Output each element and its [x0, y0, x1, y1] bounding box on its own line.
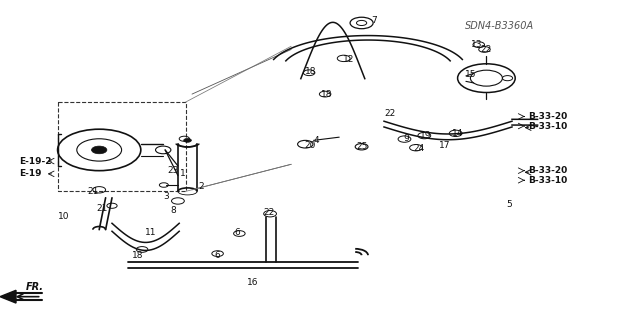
Circle shape: [92, 146, 107, 154]
Text: 21: 21: [97, 204, 108, 213]
Text: 21: 21: [87, 187, 99, 196]
Text: 15: 15: [465, 70, 476, 79]
Text: 8: 8: [170, 206, 175, 215]
Text: 25: 25: [356, 142, 367, 151]
Text: 24: 24: [413, 144, 425, 153]
Text: 17: 17: [439, 141, 451, 150]
Text: 11: 11: [145, 228, 156, 237]
Text: 5: 5: [506, 200, 511, 209]
Text: 2: 2: [199, 182, 204, 191]
Text: B-33-10: B-33-10: [528, 176, 567, 185]
Text: SDN4-B3360A: SDN4-B3360A: [465, 20, 534, 31]
Text: B-33-10: B-33-10: [528, 122, 567, 130]
Text: E-19: E-19: [19, 169, 42, 178]
Polygon shape: [0, 290, 16, 303]
Text: 6: 6: [234, 228, 239, 237]
Text: 20: 20: [305, 141, 316, 150]
Text: 19: 19: [420, 131, 431, 140]
Text: FR.: FR.: [26, 282, 44, 292]
Text: 16: 16: [247, 278, 259, 287]
Text: 22: 22: [481, 45, 492, 54]
Text: 18: 18: [305, 67, 316, 76]
Text: E-19-2: E-19-2: [19, 157, 52, 166]
Text: 23: 23: [167, 166, 179, 175]
Circle shape: [156, 146, 171, 154]
Text: 18: 18: [132, 251, 143, 260]
Text: 13: 13: [471, 40, 483, 49]
Text: 4: 4: [314, 136, 319, 145]
Text: 18: 18: [321, 90, 332, 99]
Text: 12: 12: [343, 55, 355, 63]
Text: 14: 14: [452, 130, 463, 138]
Text: 3: 3: [164, 192, 169, 201]
Text: 22: 22: [263, 208, 275, 217]
Text: 9: 9: [404, 134, 409, 143]
Text: 6: 6: [215, 251, 220, 260]
Circle shape: [184, 138, 191, 142]
Text: B-33-20: B-33-20: [528, 166, 567, 175]
Text: 7: 7: [372, 16, 377, 25]
Text: B-33-20: B-33-20: [528, 112, 567, 121]
Text: 1: 1: [180, 169, 185, 178]
Text: 22: 22: [385, 109, 396, 118]
Text: 10: 10: [58, 212, 70, 221]
